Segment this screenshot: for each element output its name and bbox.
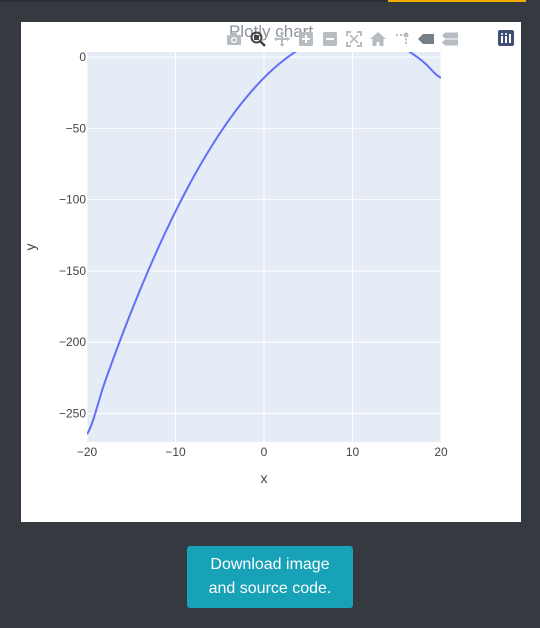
x-axis-title: x (261, 470, 268, 486)
autoscale-icon[interactable] (344, 29, 364, 49)
zoom-icon[interactable] (248, 29, 268, 49)
y-tick-label: −250 (59, 406, 86, 420)
download-image-button[interactable]: Download image and source code. (187, 546, 353, 608)
y-tick-label: −200 (59, 335, 86, 349)
hover-compare-icon[interactable] (440, 29, 460, 49)
x-tick-label: 0 (261, 445, 268, 459)
plotly-logo-icon[interactable] (498, 30, 514, 46)
x-tick-label: −10 (165, 445, 186, 459)
y-tick-label: −150 (59, 264, 86, 278)
camera-icon[interactable] (224, 29, 244, 49)
y-tick-label: −50 (66, 121, 87, 135)
zoom-out-icon[interactable] (320, 29, 340, 49)
home-icon[interactable] (368, 29, 388, 49)
x-tick-label: 20 (434, 445, 448, 459)
spike-lines-icon[interactable] (392, 29, 412, 49)
hover-closest-icon[interactable] (416, 29, 436, 49)
modebar (224, 29, 464, 49)
series-line (87, 52, 441, 435)
pan-icon[interactable] (272, 29, 292, 49)
y-tick-label: −100 (59, 193, 86, 207)
top-accent-bar (388, 0, 526, 2)
y-axis-title: y (22, 244, 38, 251)
x-tick-label: 10 (346, 445, 360, 459)
chart-title: Plotly chart (228, 22, 314, 41)
zoom-in-icon[interactable] (296, 29, 316, 49)
y-tick-label: 0 (79, 50, 86, 64)
chart-card: −20 −10 0 10 20 0 −50 −100 −150 −200 −250 x y Plotly… (21, 22, 521, 522)
x-tick-label: −20 (77, 445, 98, 459)
top-edge (0, 0, 388, 2)
